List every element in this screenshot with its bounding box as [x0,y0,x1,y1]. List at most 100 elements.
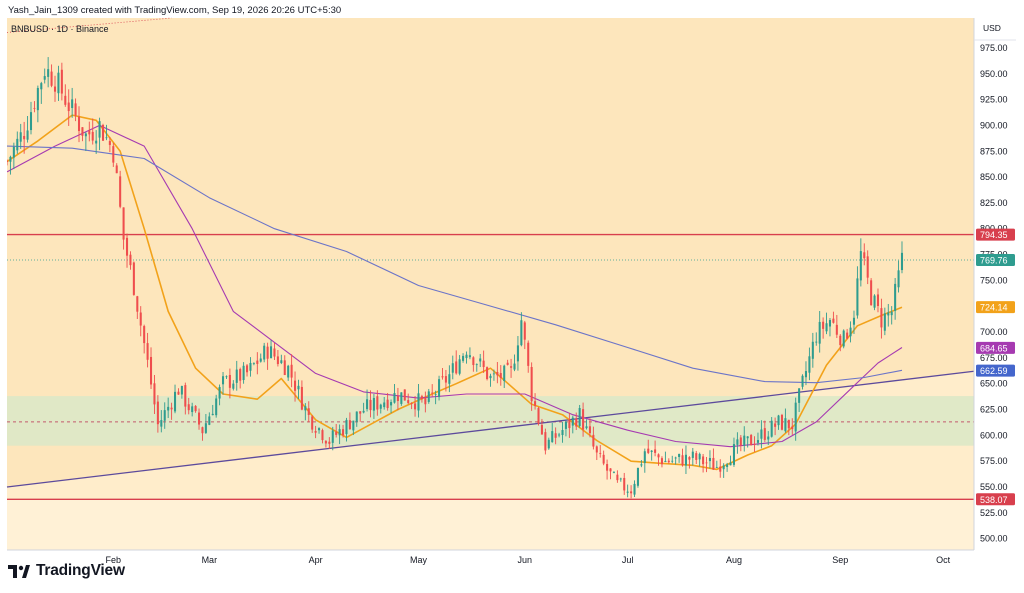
candle [777,414,780,430]
candle [390,399,393,414]
candle-body [101,124,105,141]
candle-body [194,405,197,412]
candle [105,124,108,141]
candle [496,362,499,384]
candle [386,393,389,411]
candle [684,445,687,474]
candle-body [475,364,478,366]
price-tick-label: 975.00 [980,43,1008,53]
price-tick-label: 575.00 [980,456,1008,466]
candle-body [98,121,101,138]
candle [654,440,657,457]
time-axis-panel [7,551,974,571]
candle-body [876,294,880,306]
candle [822,317,825,339]
candle-body [753,443,756,445]
candle [671,455,674,464]
candle-body [252,363,255,365]
candle-body [544,432,547,451]
candle [36,85,39,123]
candle-body [671,460,674,462]
candle-body [568,419,571,429]
candle-body [808,356,811,373]
candle [794,397,797,441]
candle [242,362,245,384]
candle-body [376,396,379,410]
candle-body [331,430,334,443]
candle [420,394,423,403]
candle-body [16,138,19,151]
candle-body [599,452,602,454]
candle-body [119,176,122,207]
candle [630,485,633,499]
candle [355,411,358,427]
candle [451,355,454,380]
time-tick-label: Jun [518,555,533,565]
candle-body [540,424,543,435]
candle-body [342,429,345,436]
candle [516,336,519,371]
price-label-box [976,493,1015,506]
candle [163,402,166,429]
candle-body [225,376,228,378]
candle-body [846,332,849,339]
candle [84,132,87,152]
price-label-text: 662.59 [980,366,1008,376]
candle [900,241,904,274]
candle-body [684,454,687,466]
candle-body [156,401,159,425]
candle-body [9,156,12,162]
candle [26,116,29,143]
candle [804,361,808,386]
candle-body [794,402,797,432]
candle-body [547,439,550,449]
candle [588,418,591,438]
support-zone [7,396,974,446]
candle [256,352,259,375]
candle [47,57,50,88]
candlesticks[interactable] [6,57,904,499]
candle-body [506,362,509,365]
candle-body [74,103,77,116]
candle-body [582,409,585,430]
tradingview-logo[interactable]: TradingView [8,562,125,580]
candle-body [606,464,609,471]
candle-body [633,483,636,495]
candle [623,472,626,495]
candle-body [777,415,780,426]
candle-body [859,251,862,281]
axes: USD 975.00 950.00 925.00 900.00 875.00 850.00 8… [7,18,1016,572]
candle [880,298,883,339]
candle [883,307,886,336]
price-label-box [976,253,1015,266]
price-axis-panel [975,18,1016,572]
candle-body [636,467,639,486]
candle [427,388,430,404]
candle [29,101,33,135]
candle-body [722,465,725,470]
candle [897,260,900,293]
candle [136,295,139,319]
price-tick-label: 675.00 [980,353,1008,363]
candle-body [112,146,115,163]
candle [64,84,67,107]
candle-body [57,72,60,94]
candle-body [458,359,461,374]
candle-body [173,391,177,412]
candle-body [383,402,386,408]
candle [863,243,866,266]
candle-body [294,380,297,391]
candle-body [520,320,523,346]
candle [338,424,341,445]
candle [16,131,19,154]
attribution-text: Yash_Jain_1309 created with TradingView.… [8,5,342,16]
candle-body [125,237,129,256]
candle [835,314,838,338]
candle-body [290,364,293,378]
candle [798,388,801,412]
candle [232,380,235,391]
candle-body [115,165,118,174]
currency-label: USD [983,23,1001,33]
candle [530,362,533,411]
